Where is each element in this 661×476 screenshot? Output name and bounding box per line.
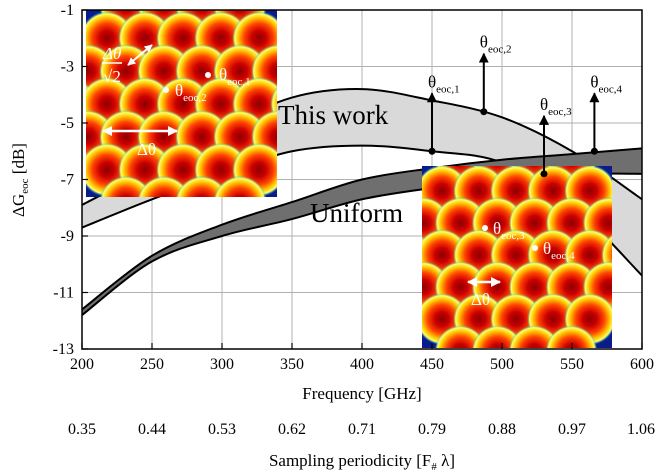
theta4-marker (532, 245, 538, 251)
series-label-this-work: This work (278, 100, 389, 130)
secondary-tick-label: 0.97 (558, 421, 586, 438)
x-tick-label: 450 (420, 356, 444, 373)
theta1-marker (205, 72, 211, 78)
inset-right-delta-label: Δθ (471, 290, 490, 309)
inset-left-theta2: θeoc,2 (175, 81, 207, 104)
beam-spot (508, 325, 561, 348)
beam-spot (545, 325, 598, 348)
secondary-tick-label: 0.44 (138, 421, 166, 438)
beam-spot (175, 175, 229, 197)
secondary-tick-label: 1.06 (627, 421, 655, 438)
x-tick-label: 600 (630, 356, 654, 373)
secondary-axis-ticks: 0.35 0.44 0.53 0.62 0.71 0.79 0.88 0.97 1.06 (68, 421, 655, 438)
x-tick-label: 300 (210, 356, 234, 373)
beam-spot (213, 175, 267, 197)
beam-spot (99, 175, 153, 197)
inset-left-ratio-numerator: Δθ (102, 44, 121, 63)
x-tick-label: 550 (560, 356, 584, 373)
secondary-tick-label: 0.35 (68, 421, 96, 438)
diagonal-arrow-icon (127, 44, 153, 66)
x-tick-label: 350 (280, 356, 304, 373)
y-tick-label: -5 (61, 115, 74, 132)
y-tick-label: -11 (53, 285, 74, 302)
x-tick-label: 200 (70, 356, 94, 373)
inset-left-ratio-denominator: √2 (103, 67, 121, 86)
theta3-marker (482, 225, 488, 231)
inset-left-theta1: θeoc,1 (219, 65, 251, 88)
inset-right-theta4: θeoc,4 (543, 239, 575, 262)
inset-right-theta3: θeoc,3 (493, 219, 525, 242)
x-tick-label: 500 (490, 356, 514, 373)
inset-this-work-beams: Δθ √2 Δθ θeoc,2 θeoc,1 (86, 10, 277, 197)
y-tick-label: -13 (53, 341, 74, 358)
secondary-tick-label: 0.79 (418, 421, 446, 438)
x-tick-label: 400 (350, 356, 374, 373)
annotations: θeoc,1 θeoc,2 θeoc,3 θeoc,4 (427, 33, 623, 178)
annotation-label: θeoc,4 (590, 72, 622, 95)
annotation-label: θeoc,1 (428, 72, 460, 95)
x-axis-ticks: 200 250 300 350 400 450 500 550 600 (70, 343, 654, 373)
secondary-tick-label: 0.53 (208, 421, 236, 438)
series-label-uniform: Uniform (310, 198, 403, 228)
y-tick-label: -9 (61, 228, 74, 245)
y-tick-label: -3 (61, 59, 74, 76)
annotation-label: θeoc,3 (540, 95, 572, 118)
band-upper-line (82, 147, 642, 311)
y-axis-label: ΔGeoc [dB] (9, 143, 31, 217)
secondary-tick-label: 0.71 (348, 421, 376, 438)
secondary-tick-label: 0.62 (278, 421, 306, 438)
y-tick-label: -7 (61, 172, 74, 189)
band-uniform (82, 148, 642, 316)
secondary-tick-label: 0.88 (488, 421, 516, 438)
theta2-marker (163, 87, 169, 93)
y-tick-label: -1 (61, 2, 74, 19)
secondary-axis-label: Sampling periodicity [F# λ] (269, 451, 455, 473)
beam-spot (137, 175, 191, 197)
y-axis-ticks: -1 -3 -5 -7 -9 -11 -13 (53, 2, 88, 358)
x-axis-label: Frequency [GHz] (302, 384, 421, 403)
x-tick-label: 250 (140, 356, 164, 373)
annotation-label: θeoc,2 (480, 33, 512, 56)
inset-left-delta-label: Δθ (137, 140, 156, 159)
inset-uniform-beams: Δθ θeoc,3 θeoc,4 (422, 166, 612, 348)
